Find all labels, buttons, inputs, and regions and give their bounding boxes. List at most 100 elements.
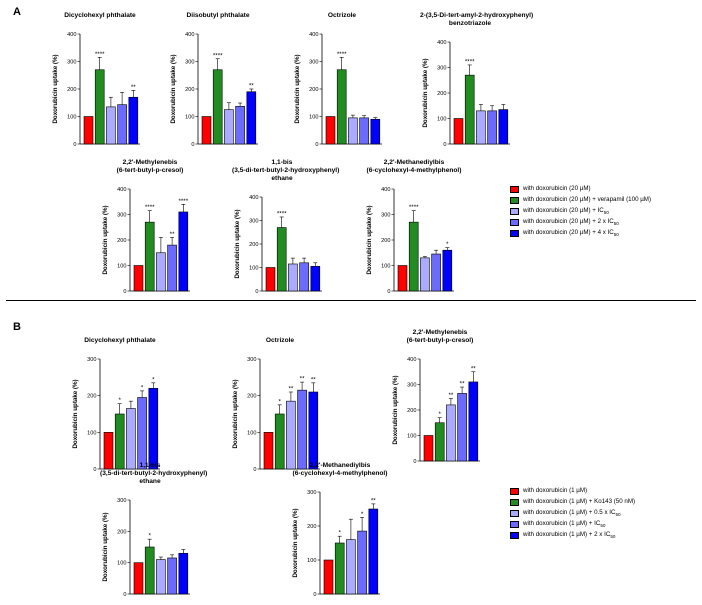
y-tick-label: 100: [407, 434, 416, 440]
bar: [263, 432, 274, 470]
legend-swatch: [510, 219, 519, 226]
significance-label: **: [448, 392, 453, 399]
bar: [468, 381, 479, 462]
legend-label-text: with doxorubicin (1 µM) + IC: [523, 520, 601, 527]
legend-label: with doxorubicin (20 µM): [523, 185, 591, 193]
bar: [397, 265, 408, 292]
legend-label-text: with doxorubicin (1 µM) + 2 x IC: [523, 531, 611, 538]
significance-label: ****: [213, 52, 223, 59]
y-tick-label: 400: [67, 32, 76, 38]
significance-label: **: [311, 376, 316, 383]
legend-label-subscript: 50: [603, 210, 609, 216]
y-tick-label: 300: [185, 60, 194, 66]
legend-label-text: with doxorubicin (20 µM) + verapamil (10…: [523, 196, 652, 203]
y-axis-label: Doxorubicin uptake (%): [72, 379, 79, 448]
legend-swatch: [510, 230, 519, 237]
y-tick-label: 200: [117, 238, 126, 244]
chart-a-octrizole: Octrizole Doxorubicin uptake (%) 0 100 200 30…: [292, 10, 392, 148]
significance-label: ****: [465, 58, 475, 65]
legend-swatch: [510, 521, 519, 528]
bar: [276, 227, 287, 292]
bar: [144, 221, 155, 292]
chart-b-methylenebis: 2,2'-Methylenebis (6-tert-butyl-p-cresol…: [390, 327, 490, 465]
y-tick-label: 400: [407, 357, 416, 363]
significance-label: **: [371, 497, 376, 504]
y-tick-label: 100: [437, 117, 446, 123]
significance-label: ****: [95, 51, 105, 58]
y-axis-label: Doxorubicin uptake (%): [392, 375, 399, 444]
legend-label-text: with doxorubicin (1 µM) + Ko143 (50 nM): [523, 498, 636, 505]
panel-label-a: A: [13, 6, 21, 18]
bar: [408, 221, 419, 292]
bar: [144, 546, 155, 595]
legend-label-subscript: 50: [613, 221, 619, 227]
chart-title: Dicyclohexyl phthalate: [64, 12, 136, 19]
chart-plot: Doxorubicin uptake (%)0100200300400*****…: [170, 32, 258, 148]
legend-label-subscript: 50: [610, 534, 616, 540]
bar: [487, 110, 497, 145]
y-tick-label: 0: [123, 592, 126, 598]
bar: [246, 91, 257, 145]
chart-title: 2,2'-Methylenebis (6-tert-butyl-p-cresol…: [406, 329, 474, 344]
bar: [348, 117, 358, 145]
chart-title: 2,2'-Methanediylbis (6-cyclohexyl-4-meth…: [366, 159, 462, 174]
legend-label-text: with doxorubicin (20 µM) + 4 x IC: [523, 229, 614, 236]
chart-plot: Doxorubicin uptake (%) 0 100 200 300 400 ****: [422, 40, 510, 148]
bar: [94, 69, 105, 145]
bar: [156, 252, 166, 292]
chart-title: 1,1-bis (3,5-di-tert-butyl-2-hydroxyphen…: [232, 159, 340, 182]
chart-title: Octrizole: [265, 337, 295, 344]
y-tick-label: 200: [185, 87, 194, 93]
y-tick-label: 300: [247, 357, 256, 363]
legend-label-text: with doxorubicin (1 µM): [523, 487, 588, 494]
chart-title: 2-(3,5-Di-tert-amyl-2-hydroxyphenyl) ben…: [420, 12, 534, 27]
significance-label: *: [338, 530, 341, 537]
y-tick-label: 300: [307, 490, 316, 496]
bar: [212, 69, 223, 145]
y-tick-label: 400: [437, 40, 446, 46]
legend-label: with doxorubicin (1 µM) + 0.5 x IC50: [523, 509, 621, 519]
bar: [178, 211, 189, 292]
y-tick-label: 200: [381, 238, 390, 244]
significance-label: **: [460, 381, 465, 388]
chart-a-bis-ethane: 1,1-bis (3,5-di-tert-butyl-2-hydroxyphen…: [232, 157, 340, 295]
legend-swatch: [510, 208, 519, 215]
y-tick-label: 300: [309, 60, 318, 66]
bar: [297, 389, 307, 470]
legend-swatch: [510, 532, 519, 539]
bar: [308, 391, 319, 470]
chart-b-dicyclohexyl-phthalate: Dicyclohexyl phthalate Doxorubicin uptake…: [70, 335, 170, 473]
chart-a-methanediylbis: 2,2'-Methanediylbis (6-cyclohexyl-4-meth…: [364, 157, 464, 295]
significance-label: ****: [277, 210, 287, 217]
significance-label: *: [152, 376, 155, 383]
bar: [310, 266, 321, 292]
bar: [137, 397, 147, 470]
chart-a-dicyclohexyl-phthalate: Dicyclohexyl phthalate Doxorubicin uptake…: [50, 10, 150, 148]
chart-title: Dicyclohexyl phthalate: [84, 337, 156, 344]
legend-label: with doxorubicin (20 µM) + 4 x IC50: [523, 229, 619, 239]
y-axis-label: Doxorubicin uptake (%): [294, 54, 301, 123]
y-tick-label: 100: [87, 430, 96, 436]
bar: [323, 559, 334, 595]
chart-plot: Doxorubicin uptake (%) 0 100 200 300 * * *: [72, 357, 160, 473]
significance-label: *: [148, 533, 151, 540]
y-tick-label: 300: [117, 213, 126, 219]
y-axis-label: Doxorubicin uptake (%): [292, 508, 299, 577]
legend-swatch: [510, 488, 519, 495]
significance-label: **: [300, 376, 305, 383]
bar: [286, 400, 296, 470]
y-tick-label: 300: [381, 213, 390, 219]
bar: [336, 69, 347, 145]
bar: [103, 432, 114, 470]
bar: [498, 109, 509, 145]
legend-label-text: with doxorubicin (1 µM) + 0.5 x IC: [523, 509, 616, 516]
legend-label-text: with doxorubicin (20 µM) + IC: [523, 207, 604, 214]
chart-plot: Doxorubicin uptake (%)0100200300400*****…: [52, 32, 140, 148]
legend-swatch: [510, 499, 519, 506]
significance-label: *: [278, 398, 281, 405]
y-tick-label: 400: [381, 187, 390, 193]
y-tick-label: 200: [117, 529, 126, 535]
